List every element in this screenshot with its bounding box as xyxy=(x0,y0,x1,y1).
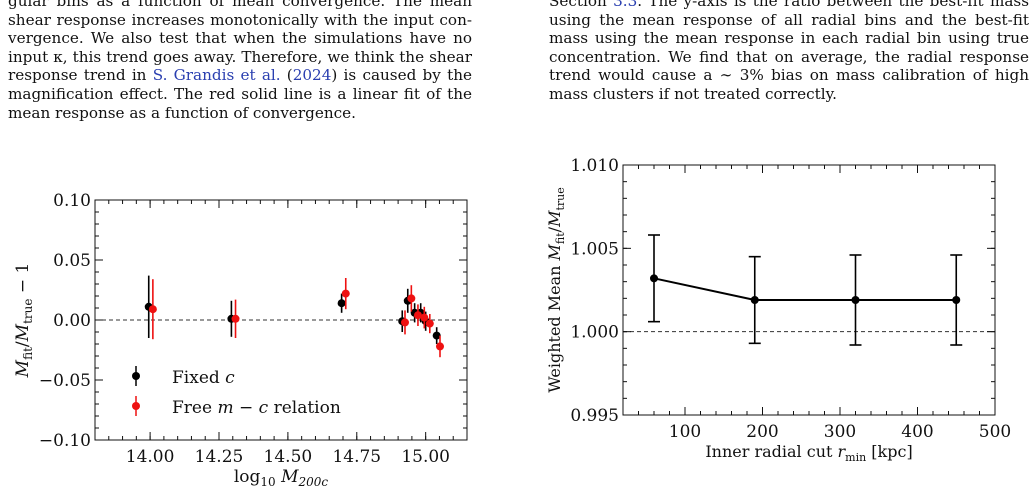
citation-link-year[interactable]: 2024 xyxy=(292,66,332,85)
x-tick-label: 14.75 xyxy=(332,447,381,467)
y-axis-label: Mfit/Mtrue − 1 xyxy=(13,263,35,379)
left-caption-line: mean response as a function of convergen… xyxy=(8,103,356,122)
mass-bias-chart: 14.00 14.25 14.50 14.75 15.00 −0.10 −0.05 0.00 0… xyxy=(13,191,468,489)
data-point xyxy=(231,314,240,323)
right-caption-line: mass using the mean response in each rad… xyxy=(549,29,1029,48)
x-tick-label: 300 xyxy=(824,422,856,442)
x-tick-label: 14.00 xyxy=(126,447,175,467)
section-link[interactable]: 3.3 xyxy=(613,0,638,10)
y-tick-label: 1.000 xyxy=(570,323,619,343)
data-point xyxy=(420,313,429,322)
left-caption-line-tail: ) is caused by the xyxy=(331,66,472,85)
legend: Fixed c Free m − c relation xyxy=(132,366,341,418)
legend-marker-fixed-c xyxy=(132,372,140,380)
left-caption-line-with-citation: response trend in S. Grandis et al. (202… xyxy=(8,66,472,85)
left-caption-line: magnification effect. The red solid line… xyxy=(8,84,472,103)
data-point xyxy=(413,311,422,320)
y-axis-label: Weighted Mean Mfit/Mtrue xyxy=(545,187,567,393)
right-caption-text: Section 3.3. The y-axis is the ratio bet… xyxy=(549,0,1029,104)
x-tick-label: 14.25 xyxy=(195,447,244,467)
left-caption-line: response trend in xyxy=(8,66,153,85)
right-caption-line: trend would cause a ∼ 3% bias on mass ca… xyxy=(549,66,1029,85)
x-tick-label: 500 xyxy=(979,422,1011,442)
radial-cut-chart: 100 200 300 400 500 0.995 1.000 1.005 1.010 Inne… xyxy=(545,156,1011,464)
right-caption-line: concentration. We find that on average, … xyxy=(549,47,1029,66)
data-point xyxy=(432,331,441,340)
plot-frame xyxy=(622,164,996,416)
x-tick-label: 400 xyxy=(901,422,933,442)
data-point xyxy=(435,342,444,351)
y-tick-label: 0.10 xyxy=(53,191,91,211)
right-caption-line-with-ref: Section 3.3. The y-axis is the ratio bet… xyxy=(549,0,1029,11)
data-point xyxy=(341,289,350,298)
x-tick-label: 15.00 xyxy=(401,447,450,467)
data-point xyxy=(952,296,961,304)
data-point xyxy=(401,318,409,327)
x-tick-label: 100 xyxy=(669,422,701,442)
y-tick-label: −0.10 xyxy=(39,431,91,451)
left-caption-text: gular bins as a function of mean converg… xyxy=(8,0,472,122)
data-point xyxy=(407,294,416,303)
left-caption-line: shear response increases monotonically w… xyxy=(8,10,472,29)
y-tick-label: 1.010 xyxy=(570,156,619,176)
y-tick-label: 0.00 xyxy=(53,311,91,331)
series-line xyxy=(653,277,957,301)
y-tick-label: 0.05 xyxy=(53,251,91,271)
legend-label-free-mc: Free m − c relation xyxy=(172,398,341,418)
y-tick-label: 1.005 xyxy=(570,239,619,259)
left-caption-line: gular bins as a function of mean converg… xyxy=(8,0,472,10)
data-point xyxy=(851,296,860,304)
legend-label-fixed-c: Fixed c xyxy=(172,368,235,388)
citation-link-name[interactable]: S. Grandis et al. xyxy=(152,66,281,85)
x-axis-label: Inner radial cut rmin [kpc] xyxy=(705,442,912,464)
left-caption-line: input κ, this trend goes away. Therefore… xyxy=(8,47,472,66)
data-point xyxy=(425,319,434,328)
x-axis-label: log10 M200c xyxy=(234,467,329,489)
data-point xyxy=(337,299,346,308)
y-tick-label: −0.05 xyxy=(39,371,91,391)
x-tick-label: 200 xyxy=(746,422,778,442)
y-tick-label: 0.995 xyxy=(570,406,619,426)
left-caption-line: vergence. We also test that when the sim… xyxy=(8,29,472,48)
legend-marker-free-mc xyxy=(132,402,140,410)
right-caption-line: using the mean response of all radial bi… xyxy=(549,10,1029,29)
right-caption-line: mass clusters if not treated correctly. xyxy=(549,84,838,103)
data-point xyxy=(650,274,658,283)
data-point xyxy=(750,296,759,304)
data-point xyxy=(148,305,157,314)
x-tick-label: 14.50 xyxy=(264,447,313,467)
